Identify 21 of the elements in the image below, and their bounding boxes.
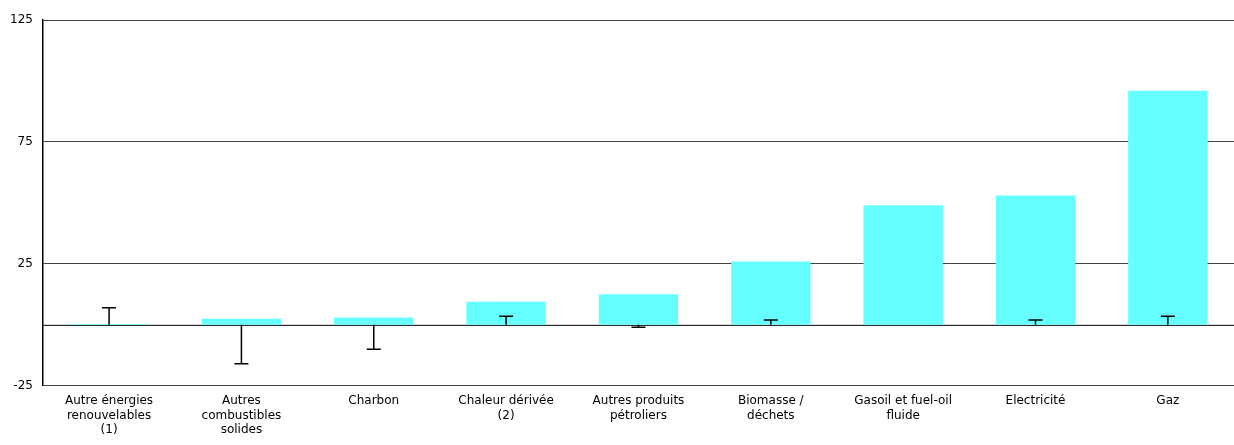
y-tick-label: 75 bbox=[17, 134, 33, 149]
x-tick-label: Autre énergies renouvelables (1) bbox=[65, 393, 154, 436]
y-tick-label: 25 bbox=[17, 255, 33, 270]
bar bbox=[598, 294, 679, 325]
x-tick-label: Gasoil et fuel-oil fluide bbox=[854, 393, 953, 422]
bar bbox=[995, 195, 1076, 325]
bar bbox=[334, 317, 414, 325]
bar bbox=[863, 205, 943, 325]
y-tick-label: 125 bbox=[10, 12, 33, 27]
x-tick-label: Chaleur dérivée (2) bbox=[458, 393, 554, 422]
bar bbox=[466, 301, 546, 325]
y-tick-label: -25 bbox=[13, 377, 33, 392]
bar bbox=[201, 318, 282, 325]
x-tick-label: Biomasse / déchets bbox=[737, 393, 805, 422]
x-tick-label: Autres combustibles solides bbox=[201, 393, 282, 436]
x-tick-label: Gaz bbox=[1156, 393, 1180, 408]
x-tick-label: Autres produits pétroliers bbox=[592, 393, 685, 422]
x-tick-label: Electricité bbox=[1005, 393, 1066, 408]
x-tick-label: Charbon bbox=[348, 393, 400, 408]
bar bbox=[731, 261, 811, 325]
bar bbox=[1128, 90, 1208, 325]
